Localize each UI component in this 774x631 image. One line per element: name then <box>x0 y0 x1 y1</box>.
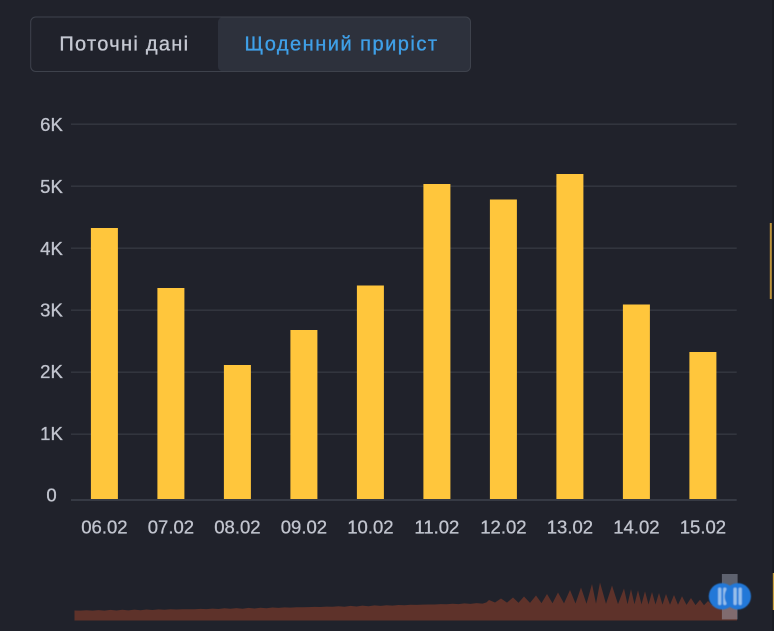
svg-text:10.02: 10.02 <box>347 517 393 538</box>
svg-text:1K: 1K <box>40 423 63 444</box>
svg-text:11.02: 11.02 <box>414 517 459 538</box>
svg-text:08.02: 08.02 <box>214 517 260 538</box>
svg-text:13.02: 13.02 <box>547 517 593 538</box>
svg-text:4K: 4K <box>40 238 63 259</box>
svg-text:Поточні дані: Поточні дані <box>59 34 189 56</box>
svg-text:12.02: 12.02 <box>480 517 526 538</box>
svg-text:07.02: 07.02 <box>148 517 194 538</box>
svg-text:09.02: 09.02 <box>281 517 327 538</box>
svg-text:15.02: 15.02 <box>680 517 726 538</box>
svg-text:5K: 5K <box>40 176 63 197</box>
svg-text:14.02: 14.02 <box>613 517 659 538</box>
svg-text:Щоденний приріст: Щоденний приріст <box>244 34 438 56</box>
svg-text:0: 0 <box>46 485 56 506</box>
svg-text:3K: 3K <box>40 300 63 321</box>
svg-text:6K: 6K <box>40 114 63 135</box>
svg-text:2K: 2K <box>40 361 63 382</box>
svg-text:06.02: 06.02 <box>81 517 127 538</box>
